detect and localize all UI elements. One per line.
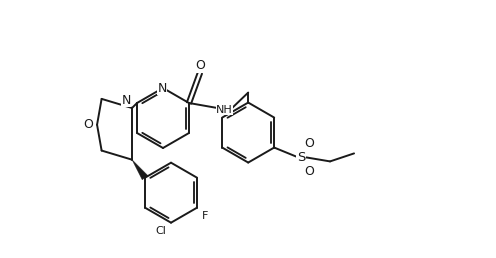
Text: O: O [195, 59, 205, 72]
Text: N: N [122, 93, 131, 107]
Text: Cl: Cl [156, 226, 167, 236]
Text: N: N [157, 82, 167, 94]
Text: S: S [297, 151, 306, 164]
Text: NH: NH [216, 104, 233, 115]
Text: O: O [305, 137, 314, 150]
Text: O: O [83, 118, 93, 131]
Text: O: O [305, 165, 314, 178]
Polygon shape [132, 160, 148, 180]
Text: F: F [202, 211, 208, 221]
